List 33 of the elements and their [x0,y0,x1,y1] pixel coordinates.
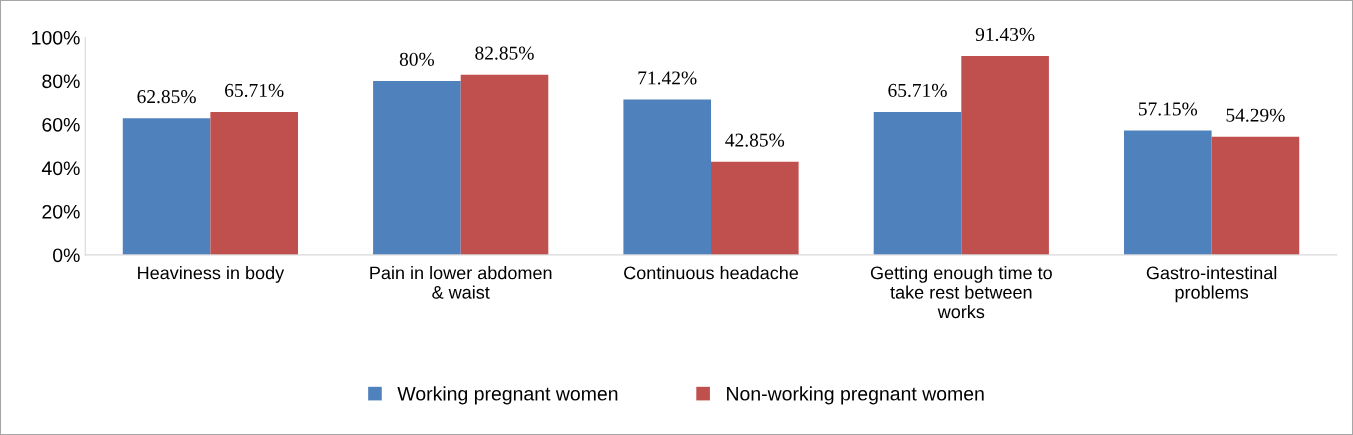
bar [961,56,1049,255]
data-label: 65.71% [888,83,947,98]
y-tick-label: 20% [42,204,80,219]
y-tick-label: 100% [32,30,80,45]
x-tick-label: Getting enough time to take rest between works [870,266,1052,319]
legend-label: Non-working pregnant women [727,386,984,405]
bar [210,111,298,255]
y-tick-label: 80% [42,74,80,89]
data-label: 57.15% [1138,102,1198,116]
bar [623,99,711,255]
x-tick-label: Pain in lower abdomen & waist [370,266,552,299]
bar [373,80,461,255]
data-label: 54.29% [1226,108,1285,122]
bar [1124,130,1212,255]
data-label: 42.85% [725,133,785,147]
data-label: 80% [399,52,435,66]
bar [711,161,799,255]
y-tick-label: 60% [42,117,80,132]
x-tick-label: Heaviness in body [138,266,285,283]
legend-label: Working pregnant women [397,386,618,405]
x-tick-label: Continuous headache [624,266,799,280]
data-label: 71.42% [638,71,697,85]
bar [873,111,962,255]
data-label: 82.85% [475,46,534,60]
bar [122,118,211,255]
bar [1211,136,1300,255]
data-label: 91.43% [975,27,1035,42]
x-tick-label: Gastro-intestinal problems [1146,266,1277,303]
y-tick-label: 40% [41,161,80,176]
data-label: 62.85% [137,90,196,104]
data-label: 65.71% [225,83,284,98]
y-tick-label: 0% [53,248,80,263]
bar [460,74,549,255]
